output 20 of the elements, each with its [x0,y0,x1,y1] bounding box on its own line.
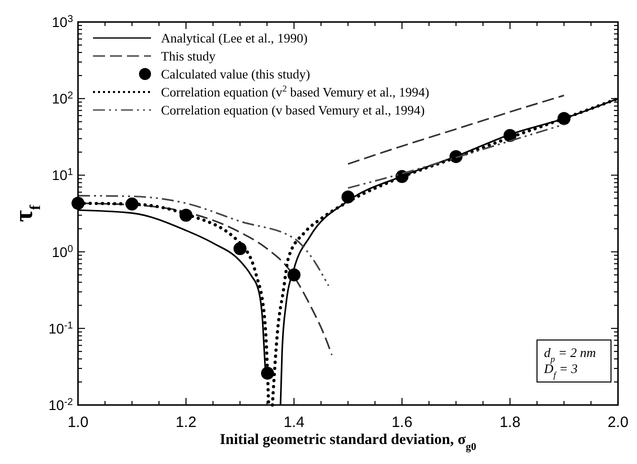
legend-label: Analytical (Lee et al., 1990) [161,30,308,46]
y-tick-label: 10$^{3}$ [52,14,74,30]
y-tick-label: 10$^{2}$ [52,90,74,107]
y-tick-label: 10$^{-1}$ [48,320,74,336]
x-axis-title: Initial geometric standard deviation, σ$_{g0}$ [220,432,476,452]
annotation: d$_{p}$ = 2 nm [544,345,596,364]
point [288,268,300,282]
legend-label: Correlation equation (v based Vemury et al., 1994) [161,102,425,118]
y-tick-label: 10$^{0}$ [52,243,74,260]
x-tick-label: 1.0 [68,414,88,431]
y-tick-label: 10$^{-2}$ [48,396,74,413]
y-tick-label: 10$^{1}$ [52,166,74,184]
x-tick-label: 2.0 [608,414,628,431]
x-tick-label: 1.4 [284,414,304,431]
x-tick-label: 1.2 [176,414,196,431]
x-tick-label: 1.6 [392,414,412,431]
legend-label: Calculated value (this study) [161,66,310,82]
legend-label: This study [161,48,216,64]
legend-label: Correlation equation (v$^{2}$ based Vemury et al., 1994) [161,84,430,100]
x-tick-label: 1.8 [500,414,520,431]
